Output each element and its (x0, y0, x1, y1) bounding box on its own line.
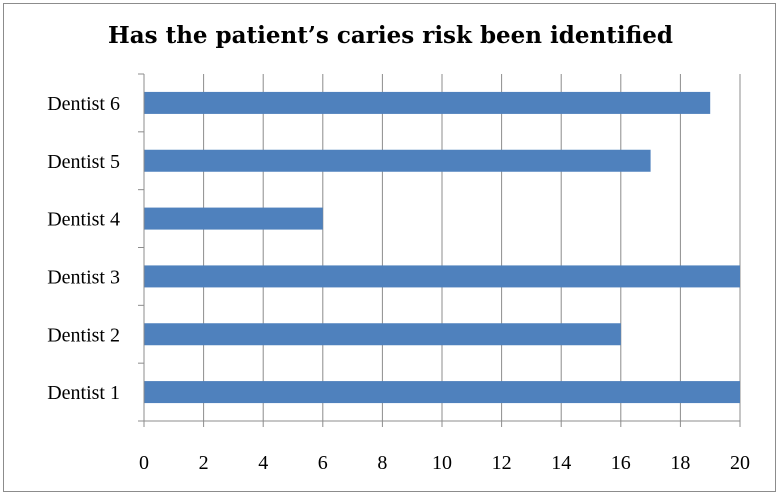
bar-dentist-5 (144, 149, 651, 172)
y-tick-label: Dentist 4 (47, 209, 120, 231)
chart-frame (3, 3, 776, 492)
x-tick-label: 18 (670, 452, 690, 474)
bar-dentist-4 (144, 207, 323, 230)
x-tick-label: 14 (551, 452, 571, 474)
gridlines (203, 74, 741, 421)
bar-dentist-2 (144, 323, 621, 346)
x-tick-label: 12 (492, 452, 512, 474)
y-tick-label: Dentist 2 (47, 324, 120, 346)
x-tick-label: 16 (611, 452, 631, 474)
x-tick-label: 6 (318, 452, 328, 474)
bars (144, 91, 740, 404)
y-tick-label: Dentist 5 (47, 151, 120, 173)
bar-dentist-3 (144, 265, 740, 288)
chart-title: Has the patient’s caries risk been ident… (107, 22, 674, 49)
x-tick-label: 8 (377, 452, 387, 474)
x-tick-label: 10 (432, 452, 452, 474)
x-tick-label: 2 (199, 452, 209, 474)
bar-dentist-1 (144, 381, 740, 404)
bar-dentist-6 (144, 91, 711, 114)
y-tick-label: Dentist 6 (47, 93, 120, 115)
x-tick-label: 20 (730, 452, 750, 474)
y-tick-label: Dentist 3 (47, 266, 120, 288)
y-tick-labels: Dentist 1 Dentist 2 Dentist 3 Dentist 4 Dent… (47, 93, 120, 404)
y-tick-label: Dentist 1 (47, 382, 120, 404)
x-tick-labels: 0 2 4 6 8 10 12 14 16 18 20 (139, 452, 750, 474)
axes (138, 73, 741, 427)
x-tick-label: 4 (258, 452, 268, 474)
x-tick-label: 0 (139, 452, 149, 474)
